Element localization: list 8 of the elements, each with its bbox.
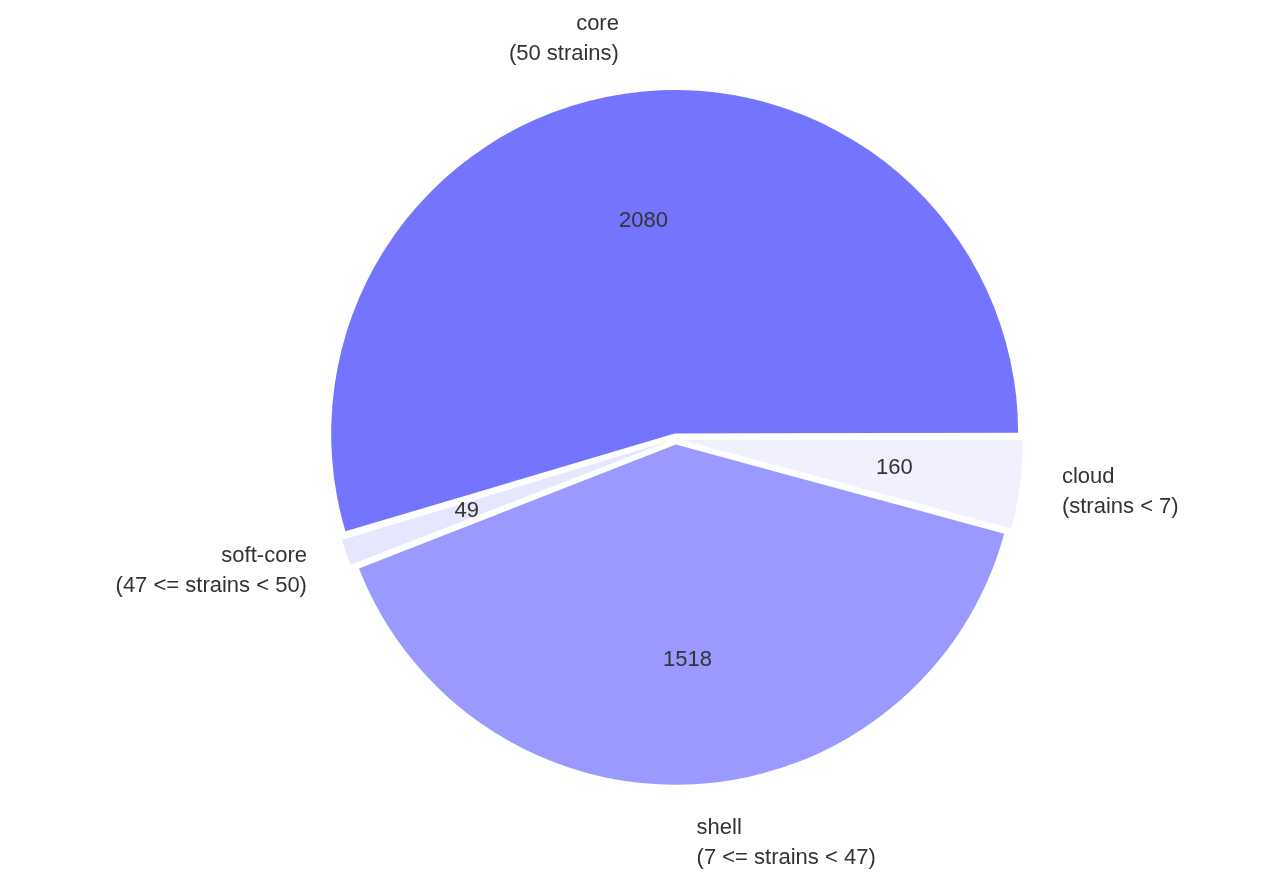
data-label: 1518 [662, 645, 712, 671]
slice-label: cloud (strains < 7) [1061, 463, 1179, 519]
slice-label: shell (7 <= strains < 47) [696, 814, 876, 870]
data-label: 2080 [618, 206, 668, 232]
slice-label: soft-core (47 <= strains < 50) [115, 541, 307, 597]
data-label: 160 [876, 454, 913, 480]
data-label: 49 [454, 496, 479, 522]
slice-label: core (50 strains) [508, 9, 619, 65]
